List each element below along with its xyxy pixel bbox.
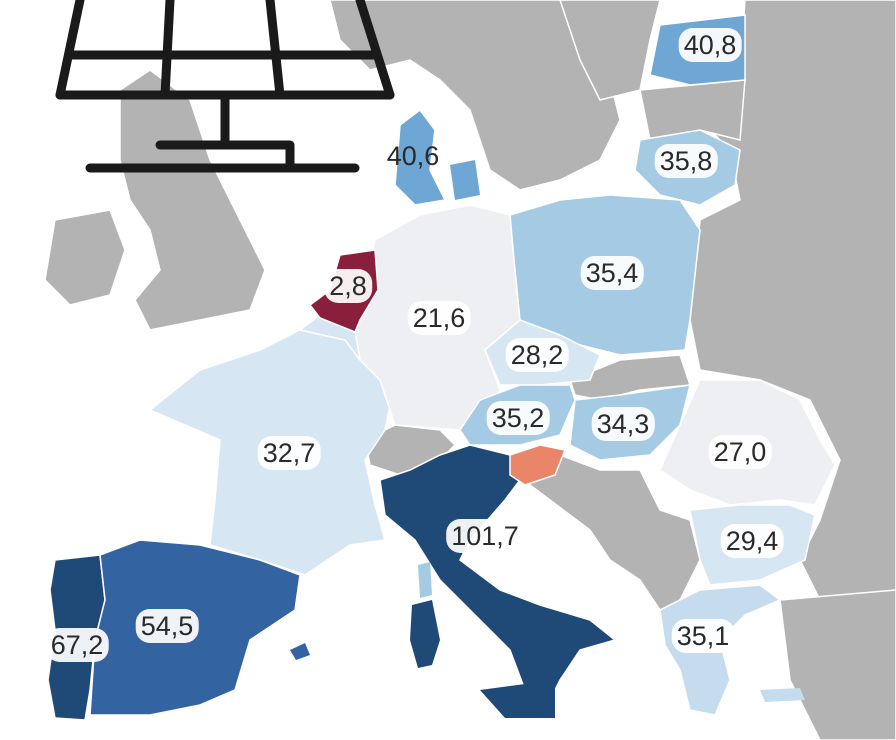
solar-panel-icon: [55, 0, 395, 173]
region-spain-balearic: [290, 643, 310, 660]
other-land: [44, 0, 896, 740]
label-italy: 101,7: [446, 519, 524, 553]
label-greece: 35,1: [671, 619, 735, 653]
label-estonia: 40,8: [678, 28, 742, 62]
region-corsica: [418, 562, 432, 598]
label-france: 32,7: [257, 436, 321, 470]
region-greece-islands: [760, 688, 805, 702]
region-italy-sardinia: [410, 600, 440, 668]
label-portugal: 67,2: [45, 628, 109, 662]
label-netherlands: 2,8: [324, 269, 372, 303]
label-lithuania: 35,8: [654, 144, 718, 178]
label-germany: 21,6: [407, 301, 471, 335]
label-poland: 35,4: [580, 256, 644, 290]
label-romania: 27,0: [708, 435, 772, 469]
label-denmark: 40,6: [386, 141, 440, 171]
label-austria: 35,2: [486, 401, 550, 435]
region-italy-sicily: [480, 680, 555, 718]
region-italy: [379, 444, 617, 701]
region-denmark: [394, 108, 447, 206]
label-bulgaria: 29,4: [720, 524, 784, 558]
region-denmark-islands: [450, 160, 480, 200]
region-slovenia: [509, 444, 567, 486]
label-czechia: 28,2: [505, 338, 569, 372]
label-spain: 54,5: [135, 609, 199, 643]
label-hungary: 34,3: [591, 407, 655, 441]
